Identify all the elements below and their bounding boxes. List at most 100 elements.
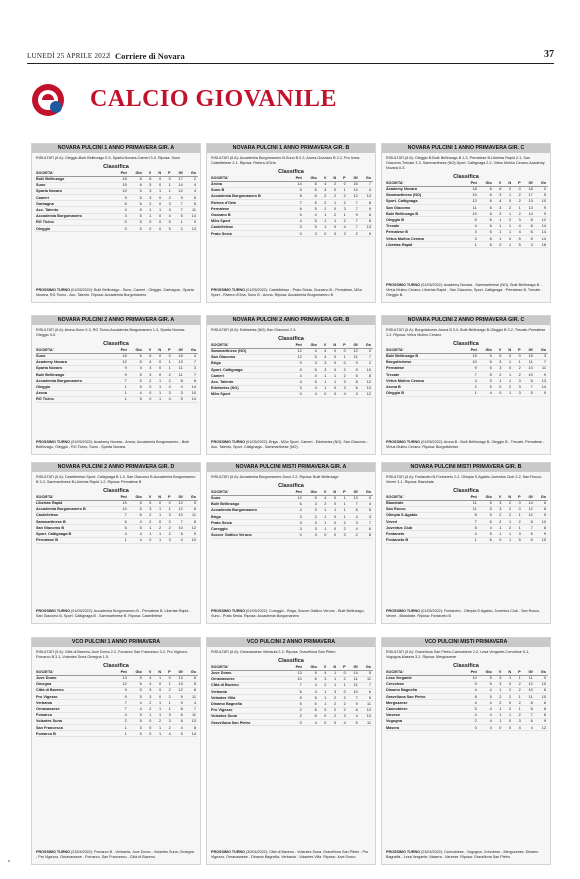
panel-title: NOVARA PULCINI 2 ANNO PRIMAVERA GIR. A xyxy=(32,316,200,325)
team-name: Pernatese B xyxy=(386,229,464,237)
stat-cell: 5 xyxy=(478,377,494,385)
standings-panel: NOVARA PULCINI 1 ANNO PRIMAVERA GIR. A RI… xyxy=(31,143,201,303)
stat-cell: 2 xyxy=(163,371,173,379)
stat-cell: 2 xyxy=(493,518,504,526)
stat-cell: 10 xyxy=(347,187,360,194)
stat-cell: 14 xyxy=(172,182,185,189)
stat-cell: 14 xyxy=(534,235,548,243)
classifica-heading: Classifica xyxy=(453,341,479,347)
stat-cell: 3 xyxy=(338,713,348,721)
team-name: Briga xyxy=(211,513,289,521)
team-name: Libertas Rapid xyxy=(36,500,114,507)
next-round-label: PROSSIMO TURNO xyxy=(211,288,246,292)
stat-cell: 3 xyxy=(318,366,329,374)
stat-cell: 9 xyxy=(114,194,129,202)
stat-cell: 0 xyxy=(338,670,348,677)
stat-cell: 0 xyxy=(493,537,504,544)
stat-cell: 12 xyxy=(114,359,129,366)
stat-cell: 0 xyxy=(328,501,339,508)
stat-cell: 1 xyxy=(493,524,504,532)
stat-cell: 13 xyxy=(184,225,198,233)
stat-cell: 5 xyxy=(522,537,535,544)
stat-cell: 1 xyxy=(318,211,329,219)
team-name: Fomarco xyxy=(36,712,114,719)
stat-cell: 6 xyxy=(184,194,198,202)
column-header: P xyxy=(338,342,348,349)
stat-cell: 12 xyxy=(172,188,185,196)
table-row: Cannobiese 5 4 1 2 1 8 8 xyxy=(386,705,548,713)
column-header: P xyxy=(163,669,173,676)
team-name: Pro Vigezzo xyxy=(211,707,289,714)
stat-cell: 0 xyxy=(143,383,154,391)
stat-cell: 3 xyxy=(493,500,504,507)
stat-cell: 8 xyxy=(172,377,185,385)
stat-cell: 0 xyxy=(143,396,154,404)
team-name: Bulè Bellinzago B xyxy=(386,353,464,360)
stat-cell: 0 xyxy=(338,360,348,368)
team-name: Accademia Borgomanero B xyxy=(36,506,114,513)
team-name: Arona B xyxy=(386,383,464,391)
stat-cell: 11 xyxy=(359,719,373,727)
column-header: Gf xyxy=(172,494,185,501)
stat-cell: 2 xyxy=(289,707,304,714)
stat-cell: 0 xyxy=(153,194,164,202)
stat-cell: 2 xyxy=(303,513,319,521)
table-header-row: SOCIETA' Pnt Gio V N P Gf Gs xyxy=(211,175,373,182)
stat-cell: 0 xyxy=(153,225,164,233)
team-name: Città di Baveno xyxy=(211,682,289,690)
stat-cell: 6 xyxy=(522,718,535,726)
table-row: Juventus Club 5 4 1 2 1 7 8 xyxy=(386,524,548,532)
column-header: N xyxy=(328,664,339,671)
stat-cell: 14 xyxy=(347,670,360,677)
column-header: Gio xyxy=(303,664,319,671)
stat-cell: 9 xyxy=(114,693,129,701)
table-row: Briga 3 2 1 0 1 4 3 xyxy=(211,513,373,521)
stat-cell: 4 xyxy=(318,181,329,188)
stat-cell: 0 xyxy=(163,353,173,360)
table-row: Città di Baveno 9 5 3 0 2 12 8 xyxy=(36,687,198,695)
column-header: P xyxy=(338,175,348,182)
stat-cell: 1 xyxy=(153,712,164,719)
table-row: M2w Sport 4 5 1 1 2 7 8 xyxy=(211,218,373,225)
column-header: Gio xyxy=(128,669,144,676)
table-header-row: SOCIETA' Pnt Gio V N P Gf Gs xyxy=(211,342,373,349)
stat-cell: 5 xyxy=(478,365,494,373)
stat-cell: 13 xyxy=(522,204,535,212)
stat-cell: 2 xyxy=(328,181,339,188)
classifica-heading: Classifica xyxy=(103,488,129,494)
stat-cell: 3 xyxy=(338,385,348,392)
standings-panel: VCO PULCINI 1 ANNO PRIMAVERA RISULTATI (5… xyxy=(31,637,201,865)
table-row: Arona 1 4 0 1 3 3 10 xyxy=(36,390,198,397)
stat-cell: 5 xyxy=(513,235,523,243)
standings-table: SOCIETA' Pnt Gio V N P Gf Gs Arona 14 6 4 2 0 16 7 Suno … xyxy=(211,175,373,238)
stat-cell: 4 xyxy=(318,354,329,361)
stat-cell: 14 xyxy=(184,730,198,738)
stat-cell: 9 xyxy=(172,194,185,202)
column-header: Gs xyxy=(184,494,198,501)
table-row: Cameri 4 4 1 1 2 5 8 xyxy=(211,372,373,380)
stat-cell: 4 xyxy=(513,223,523,230)
stat-cell: 1 xyxy=(464,390,479,397)
team-name: RG Ticino xyxy=(36,219,114,227)
table-row: Garbagna 6 5 2 0 3 7 5 xyxy=(36,200,198,208)
stat-cell: 4 xyxy=(478,724,494,732)
stat-cell: 1 xyxy=(503,223,514,230)
stat-cell: 9 xyxy=(289,366,304,374)
stat-cell: 3 xyxy=(303,501,319,508)
stat-cell: 1 xyxy=(338,501,348,508)
stat-cell: 3 xyxy=(303,230,319,238)
team-name: Dinamo Bagnella xyxy=(386,687,464,695)
stat-cell: 12 xyxy=(522,512,535,520)
table-header-row: SOCIETA' Pnt Gio V N P Gf Gs xyxy=(386,180,548,187)
stat-cell: 5 xyxy=(359,694,373,702)
table-row: Suno 15 6 5 0 1 14 4 xyxy=(36,182,198,189)
stat-cell: 4 xyxy=(478,718,494,726)
stat-cell: 2 xyxy=(513,687,523,695)
stat-cell: 14 xyxy=(289,181,304,188)
stat-cell: 0 xyxy=(289,719,304,727)
stat-cell: 3 xyxy=(493,210,504,218)
stat-cell: 4 xyxy=(522,724,535,732)
column-header: P xyxy=(163,494,173,501)
